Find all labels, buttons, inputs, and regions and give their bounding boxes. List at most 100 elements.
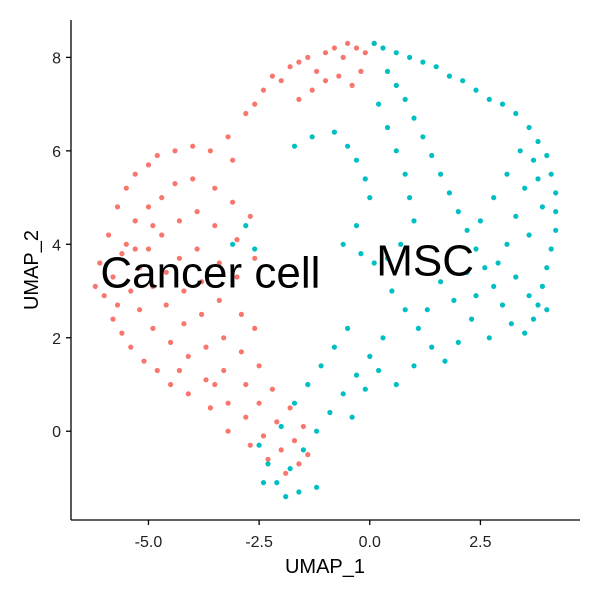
- msc-point: [393, 50, 399, 56]
- msc-point: [353, 157, 360, 163]
- msc-point: [380, 335, 386, 341]
- cancer-cell-point: [238, 349, 244, 355]
- msc-point: [309, 134, 315, 140]
- cancer-cell-point: [203, 377, 209, 383]
- msc-point: [402, 307, 408, 313]
- msc-point: [451, 297, 457, 303]
- msc-point: [433, 64, 439, 70]
- msc-point: [486, 335, 492, 341]
- msc-point: [274, 480, 280, 486]
- cancer-cell-point: [97, 260, 103, 266]
- cancer-cell-point: [137, 265, 143, 271]
- msc-point: [331, 129, 337, 135]
- cancer-cell-point: [194, 246, 200, 252]
- cancer-cell-point: [247, 442, 253, 448]
- msc-point: [393, 148, 399, 154]
- msc-point: [499, 302, 506, 308]
- msc-point: [477, 218, 483, 224]
- cancer-cell-point: [291, 438, 298, 444]
- cancer-cell-point: [278, 78, 284, 84]
- msc-point: [340, 241, 346, 247]
- msc-point: [407, 195, 413, 201]
- cancer-cell-point: [349, 82, 355, 88]
- cancer-cell-point: [221, 367, 227, 374]
- y-tick-label: 0: [52, 424, 61, 441]
- msc-point: [411, 363, 417, 369]
- msc-point: [473, 293, 479, 299]
- msc-point: [283, 494, 289, 500]
- cancer-cell-point: [123, 185, 129, 191]
- msc-point: [415, 325, 421, 331]
- msc-point: [548, 246, 554, 252]
- cancer-cell-point: [207, 405, 213, 411]
- msc-point: [486, 96, 492, 102]
- cancer-cell-point: [216, 297, 222, 303]
- msc-point: [460, 78, 466, 84]
- msc-point: [380, 45, 386, 51]
- msc-point: [424, 307, 430, 313]
- cancer-cell-point: [269, 73, 275, 79]
- msc-point: [464, 227, 470, 233]
- msc-point: [522, 330, 528, 336]
- msc-point: [402, 171, 408, 177]
- cancer-cell-point: [300, 423, 306, 430]
- x-axis-title: UMAP_1: [285, 556, 365, 578]
- cancer-cell-point: [260, 87, 267, 93]
- msc-point: [473, 87, 479, 93]
- cancer-cell-point: [305, 54, 311, 61]
- msc-point: [384, 124, 391, 131]
- cancer-cell-point: [243, 381, 249, 388]
- cancer-cell-point: [176, 367, 182, 374]
- y-axis-title: UMAP_2: [21, 230, 43, 310]
- cancer-cell-point: [243, 110, 249, 117]
- cancer-cell-point: [128, 288, 134, 294]
- cancer-cell-point: [336, 73, 342, 79]
- msc-point: [411, 218, 417, 224]
- cancer-cell-point: [172, 181, 178, 187]
- cancer-cell-point: [168, 339, 174, 345]
- cancer-cell-point: [256, 363, 262, 369]
- cancer-cell-point: [345, 40, 351, 47]
- cancer-cell-point: [110, 316, 116, 322]
- msc-point: [438, 171, 444, 177]
- cancer-cell-point: [106, 232, 112, 238]
- cancer-cell-point: [243, 414, 249, 420]
- msc-point: [358, 251, 364, 257]
- cancer-cell-point: [199, 279, 205, 285]
- cancer-cell-point: [234, 274, 240, 280]
- msc-point: [314, 484, 320, 490]
- msc-point: [389, 288, 395, 294]
- cancer-cell-point: [230, 199, 236, 205]
- msc-point: [287, 466, 293, 472]
- cancer-cell-point: [194, 209, 200, 215]
- cancer-cell-point: [230, 157, 236, 163]
- cancer-cell-point: [172, 148, 178, 154]
- cancer-cell-point: [225, 428, 231, 434]
- msc-point: [455, 339, 461, 345]
- y-tick-label: 8: [52, 50, 61, 67]
- msc-point: [340, 391, 346, 397]
- cancer-cell-point: [225, 134, 231, 140]
- msc-point: [393, 381, 399, 388]
- cancer-cell-point: [110, 274, 116, 280]
- msc-point: [544, 265, 550, 271]
- msc-point: [376, 367, 382, 374]
- cancer-cell-point: [150, 283, 156, 289]
- msc-point: [429, 152, 435, 159]
- msc-point: [473, 246, 479, 252]
- cancer-cell-point: [159, 195, 165, 201]
- x-tick-label: -2.5: [245, 534, 273, 551]
- cancer-cell-point: [137, 307, 143, 313]
- msc-point: [491, 195, 497, 201]
- cancer-cell-point: [92, 283, 98, 289]
- cancer-cell-point: [145, 162, 152, 168]
- cancer-cell-point: [145, 246, 152, 252]
- cancer-cell-point: [203, 344, 209, 350]
- msc-point: [331, 344, 337, 350]
- points-layer: [92, 40, 559, 500]
- cancer-cell-point: [132, 246, 138, 252]
- msc-point: [438, 279, 444, 285]
- msc-point: [548, 171, 554, 177]
- msc-point: [482, 265, 488, 271]
